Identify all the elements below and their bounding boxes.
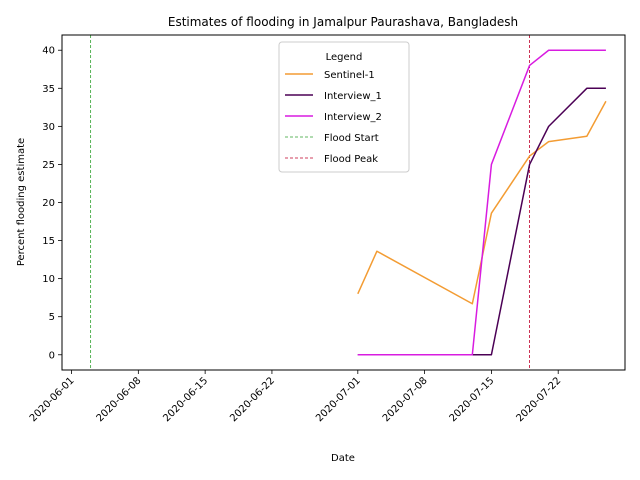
legend-label: Flood Start [324,133,379,144]
legend-label: Interview_1 [324,91,382,102]
y-axis: 0 5 10 15 20 25 30 35 40 [42,46,62,361]
x-tick-label: 2020-07-08 [381,375,430,424]
x-tick-label: 2020-07-01 [314,375,363,424]
legend-label: Flood Peak [324,154,378,165]
x-axis-label: Date [331,453,355,464]
y-axis-label: Percent flooding estimate [16,138,27,266]
legend-title: Legend [326,52,363,63]
x-tick-label: 2020-06-01 [28,375,77,424]
x-tick-label: 2020-06-22 [228,375,277,424]
y-tick-label: 10 [42,274,55,285]
x-tick-label: 2020-06-08 [95,375,144,424]
x-axis: 2020-06-01 2020-06-08 2020-06-15 2020-06-22… [28,370,563,424]
x-tick-label: 2020-07-22 [514,375,563,424]
chart-title: Estimates of flooding in Jamalpur Pauras… [168,15,518,29]
y-tick-label: 15 [42,236,55,247]
y-tick-label: 40 [42,46,55,57]
y-tick-label: 20 [42,198,55,209]
series-line-interview-2 [357,49,606,356]
x-tick-label: 2020-06-15 [161,375,210,424]
x-tick-label: 2020-07-15 [448,375,497,424]
y-tick-label: 30 [42,122,55,133]
legend: Legend Sentinel-1 Interview_1 Interview_2 Fl… [278,41,410,173]
y-tick-label: 0 [49,350,55,361]
legend-label: Sentinel-1 [324,70,375,81]
plot-area [90,35,607,370]
legend-label: Interview_2 [324,112,382,123]
y-tick-label: 35 [42,84,55,95]
y-tick-label: 5 [49,312,55,323]
series-line-sentinel-1 [357,100,607,305]
y-tick-label: 25 [42,160,55,171]
